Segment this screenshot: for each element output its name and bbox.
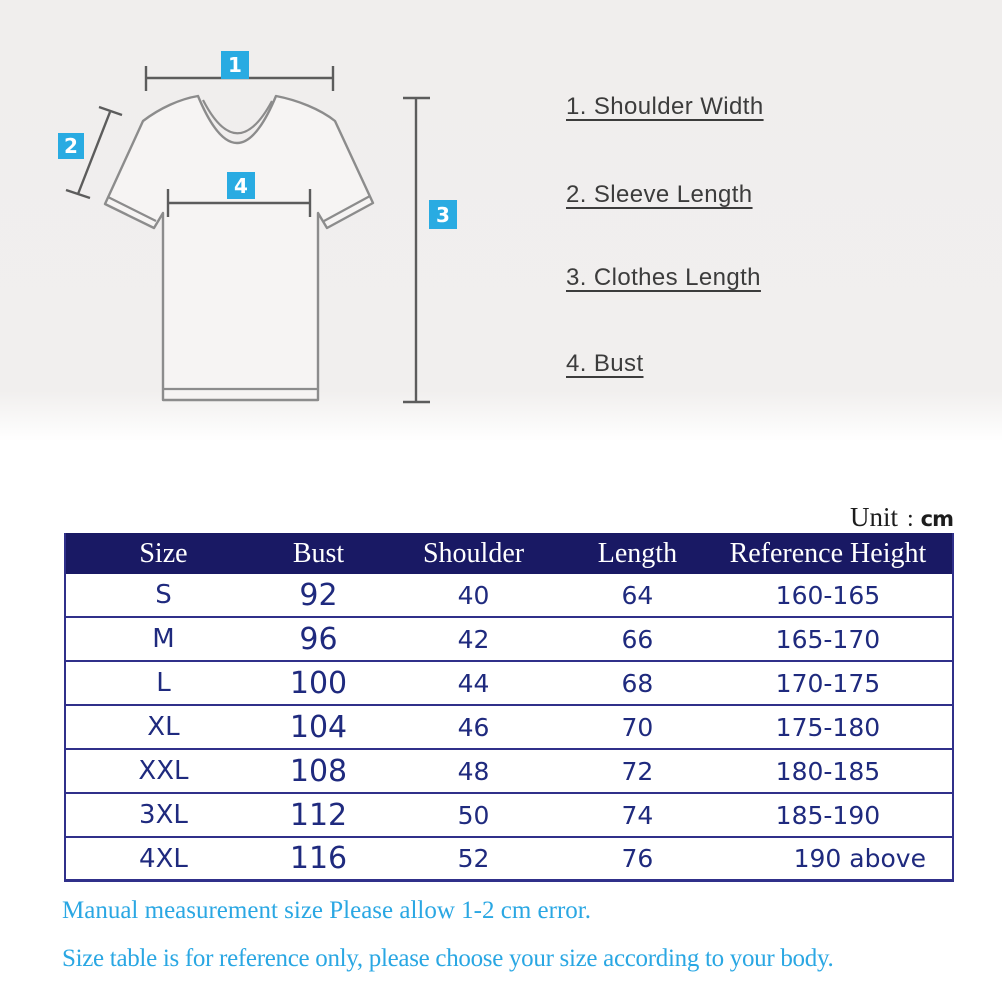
cell-shoulder: 48	[457, 756, 490, 786]
measurement-diagram-section: 1 2 3 4 1. Shoulder Width 2. Sleeve Leng…	[0, 0, 1002, 455]
header-size: Size	[139, 537, 188, 569]
cell-height: 190 above	[793, 844, 926, 873]
cell-bust: 100	[289, 665, 348, 701]
table-row-l: L 100 44 68 170-175	[66, 662, 952, 706]
cell-length: 64	[621, 580, 654, 610]
cell-length: 72	[621, 756, 654, 786]
cell-shoulder: 46	[457, 712, 490, 742]
table-row-xxl: XXL 108 48 72 180-185	[66, 750, 952, 794]
measure-line-sleeve-length	[65, 105, 123, 200]
cell-height: 170-175	[775, 668, 881, 698]
marker-1-shoulder-width: 1	[221, 51, 249, 79]
unit-value: cm	[920, 507, 954, 531]
table-row-xl: XL 104 46 70 175-180	[66, 706, 952, 750]
tshirt-left-cuff-line	[107, 196, 157, 222]
cell-size: XL	[147, 712, 180, 742]
legend-item-bust: 4. Bust	[566, 350, 644, 377]
cell-height: 175-180	[775, 712, 881, 742]
cell-shoulder: 44	[457, 668, 490, 698]
cell-bust: 92	[299, 577, 338, 613]
cell-length: 66	[621, 624, 654, 654]
size-table-header-row: Size Bust Shoulder Length Reference Heig…	[66, 533, 952, 574]
tshirt-collar-inner-line	[202, 99, 273, 135]
cell-bust: 104	[289, 709, 348, 745]
cell-shoulder: 40	[457, 580, 490, 610]
table-row-m: M 96 42 66 165-170	[66, 618, 952, 662]
legend-item-clothes-length: 3. Clothes Length	[566, 264, 761, 291]
cell-size: M	[152, 624, 175, 654]
header-length: Length	[597, 537, 678, 569]
note-reference-only: Size table is for reference only, please…	[62, 945, 834, 972]
note-measurement-error: Manual measurement size Please allow 1-2…	[62, 897, 591, 924]
cell-height: 160-165	[775, 580, 881, 610]
legend-item-shoulder-width: 1. Shoulder Width	[566, 93, 764, 120]
cell-length: 68	[621, 668, 654, 698]
cell-height: 180-185	[775, 756, 881, 786]
header-reference-height: Reference Height	[729, 537, 927, 569]
cell-shoulder: 42	[457, 624, 490, 654]
tshirt-outline-graphic	[65, 66, 430, 404]
cell-height: 165-170	[775, 624, 881, 654]
marker-4-bust: 4	[227, 172, 255, 199]
marker-2-sleeve-length: 2	[58, 133, 84, 159]
cell-size: S	[155, 580, 172, 610]
marker-3-clothes-length: 3	[429, 200, 457, 229]
size-table: Size Bust Shoulder Length Reference Heig…	[64, 533, 954, 882]
header-bust: Bust	[292, 537, 345, 569]
header-shoulder: Shoulder	[422, 537, 525, 569]
measure-line-bust	[166, 189, 312, 217]
table-row-s: S 92 40 64 160-165	[66, 574, 952, 618]
cell-size: 4XL	[139, 843, 188, 874]
cell-height: 185-190	[775, 800, 881, 830]
unit-label: Unit: cm	[849, 502, 954, 533]
tshirt-right-cuff-line	[323, 195, 371, 222]
table-row-3xl: 3XL 112 50 74 185-190	[66, 794, 952, 838]
cell-length: 70	[621, 712, 654, 742]
measure-line-clothes-length	[403, 96, 430, 404]
table-row-4xl: 4XL 116 52 76 190 above	[66, 838, 952, 882]
cell-size: XXL	[138, 756, 189, 786]
cell-length: 74	[621, 800, 654, 830]
cell-shoulder: 50	[457, 800, 490, 830]
cell-bust: 108	[289, 753, 348, 789]
cell-size: 3XL	[139, 800, 188, 830]
cell-size: L	[156, 668, 171, 698]
cell-length: 76	[621, 844, 654, 873]
cell-bust: 96	[299, 621, 338, 657]
cell-bust: 112	[289, 797, 348, 833]
legend-item-sleeve-length: 2. Sleeve Length	[566, 181, 753, 208]
cell-bust: 116	[289, 841, 348, 876]
cell-shoulder: 52	[457, 844, 490, 873]
tshirt-body-outline	[103, 94, 375, 402]
unit-prefix: Unit	[849, 502, 898, 532]
unit-separator: :	[906, 506, 914, 532]
